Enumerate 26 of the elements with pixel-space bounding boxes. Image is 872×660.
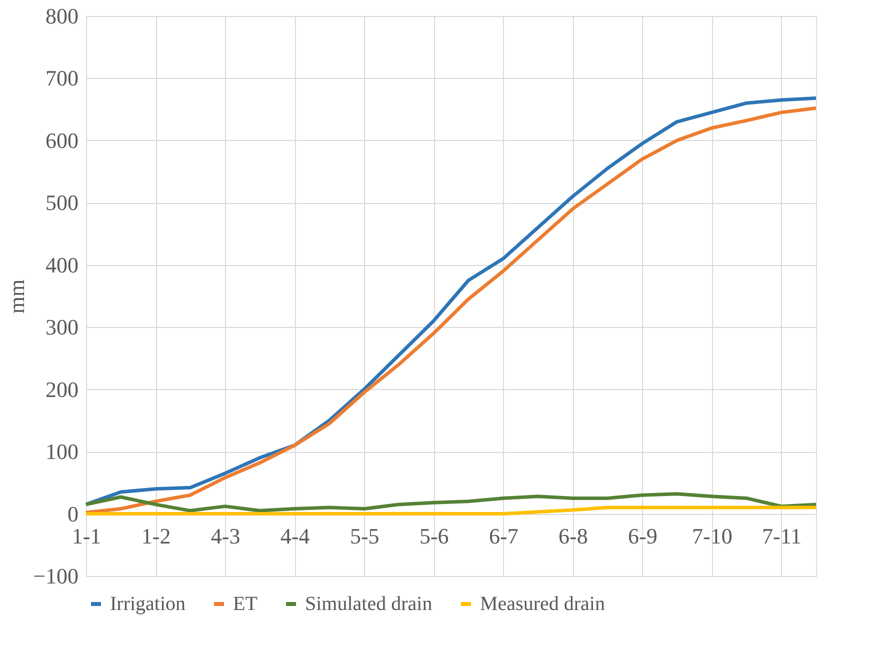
- y-tick-label: 400: [46, 252, 78, 278]
- x-tick-label: 7-10: [692, 523, 732, 548]
- legend-label: Measured drain: [480, 593, 605, 615]
- y-tick-label: 200: [46, 376, 78, 402]
- y-tick-label: 700: [46, 66, 78, 91]
- y-tick-label: 100: [46, 439, 78, 464]
- x-tick-label: 1-2: [141, 523, 171, 548]
- legend-label: Irrigation: [110, 593, 186, 615]
- x-tick-label: 5-6: [419, 523, 449, 548]
- y-tick-label: 300: [46, 314, 78, 340]
- y-axis-title: mm: [4, 279, 30, 314]
- x-tick-label: 7-11: [762, 523, 802, 548]
- x-tick-label: 4-3: [210, 523, 240, 548]
- line-series: [84, 506, 818, 516]
- legend-label: ET: [233, 593, 258, 615]
- x-tick-label: 6-9: [628, 523, 658, 548]
- x-tick-label: 5-5: [350, 523, 380, 548]
- legend-label: Simulated drain: [305, 593, 432, 615]
- y-tick-label: −100: [33, 564, 78, 588]
- x-tick-label: 4-4: [280, 523, 310, 548]
- x-tick-label: 6-8: [558, 523, 588, 548]
- y-tick-label: 500: [46, 190, 78, 216]
- y-tick-label: 600: [46, 128, 78, 153]
- y-tick-label: 800: [46, 4, 78, 28]
- line-series: [84, 492, 818, 512]
- x-tick-label: 6-7: [488, 523, 518, 548]
